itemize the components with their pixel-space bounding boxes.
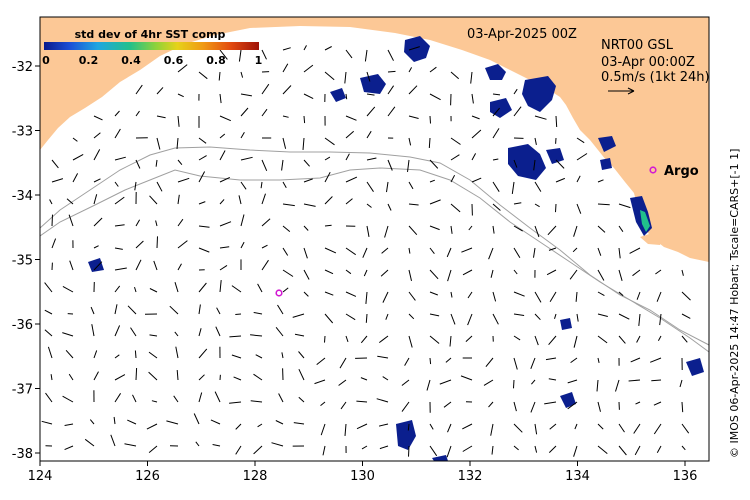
x-tick-label: 124 — [28, 469, 53, 484]
colorbar-tick-label: 0.2 — [79, 54, 99, 67]
current-vector — [366, 314, 367, 323]
current-vector — [235, 314, 241, 315]
product-line-1: NRT00 GSL — [601, 38, 674, 53]
colorbar-tick-label: 0.4 — [121, 54, 141, 67]
y-tick-label: -37 — [12, 383, 33, 398]
product-line-3: 0.5m/s (1kt 24h) — [601, 70, 710, 85]
x-tick-label: 128 — [243, 469, 268, 484]
current-vector — [135, 351, 136, 359]
colorbar-tick-label: 1 — [255, 54, 263, 67]
current-vector — [556, 204, 557, 212]
current-vector — [514, 380, 515, 388]
y-tick-label: -34 — [12, 189, 33, 204]
current-vector — [346, 94, 347, 99]
current-vector — [388, 71, 396, 72]
current-vector — [409, 446, 410, 457]
map-title: 03-Apr-2025 00Z — [467, 27, 577, 42]
colorbar-title: std dev of 4hr SST comp — [75, 28, 226, 41]
x-tick-label: 126 — [135, 469, 160, 484]
colorbar-tick-label: 0.8 — [206, 54, 226, 67]
sst-patch — [560, 318, 572, 330]
y-tick-label: -38 — [12, 447, 33, 462]
current-vector — [52, 215, 53, 226]
current-vector — [429, 138, 430, 148]
y-axis: -32 -33 -34 -35 -36 -37 -38 — [12, 60, 40, 462]
current-vector — [325, 336, 326, 343]
current-vector — [556, 116, 557, 127]
y-tick-label: -32 — [12, 60, 33, 75]
product-line-2: 03-Apr 00:00Z — [601, 55, 695, 70]
current-vector — [157, 236, 158, 248]
x-tick-label: 136 — [673, 469, 698, 484]
current-vector — [682, 402, 683, 412]
current-vector — [430, 116, 431, 124]
current-vector — [304, 116, 305, 123]
x-tick-label: 132 — [458, 469, 483, 484]
current-vector — [136, 368, 137, 380]
argo-float-label: Argo — [664, 164, 699, 179]
current-vector — [430, 358, 431, 364]
current-vector — [408, 424, 409, 431]
colorbar-tick-label: 0 — [42, 54, 50, 67]
colorbar-gradient — [44, 42, 259, 50]
colorbar-tick-label: 0.6 — [164, 54, 184, 67]
y-tick-label: -33 — [12, 125, 33, 140]
credit-text: © IMOS 06-Apr-2025 14:47 Hobart; Tscale=… — [728, 149, 741, 458]
x-axis: 124 126 128 130 132 134 136 — [28, 461, 698, 484]
x-tick-label: 134 — [565, 469, 590, 484]
x-tick-label: 130 — [350, 469, 375, 484]
sst-patch — [600, 158, 612, 170]
y-tick-label: -35 — [12, 254, 33, 269]
y-tick-label: -36 — [12, 318, 33, 333]
